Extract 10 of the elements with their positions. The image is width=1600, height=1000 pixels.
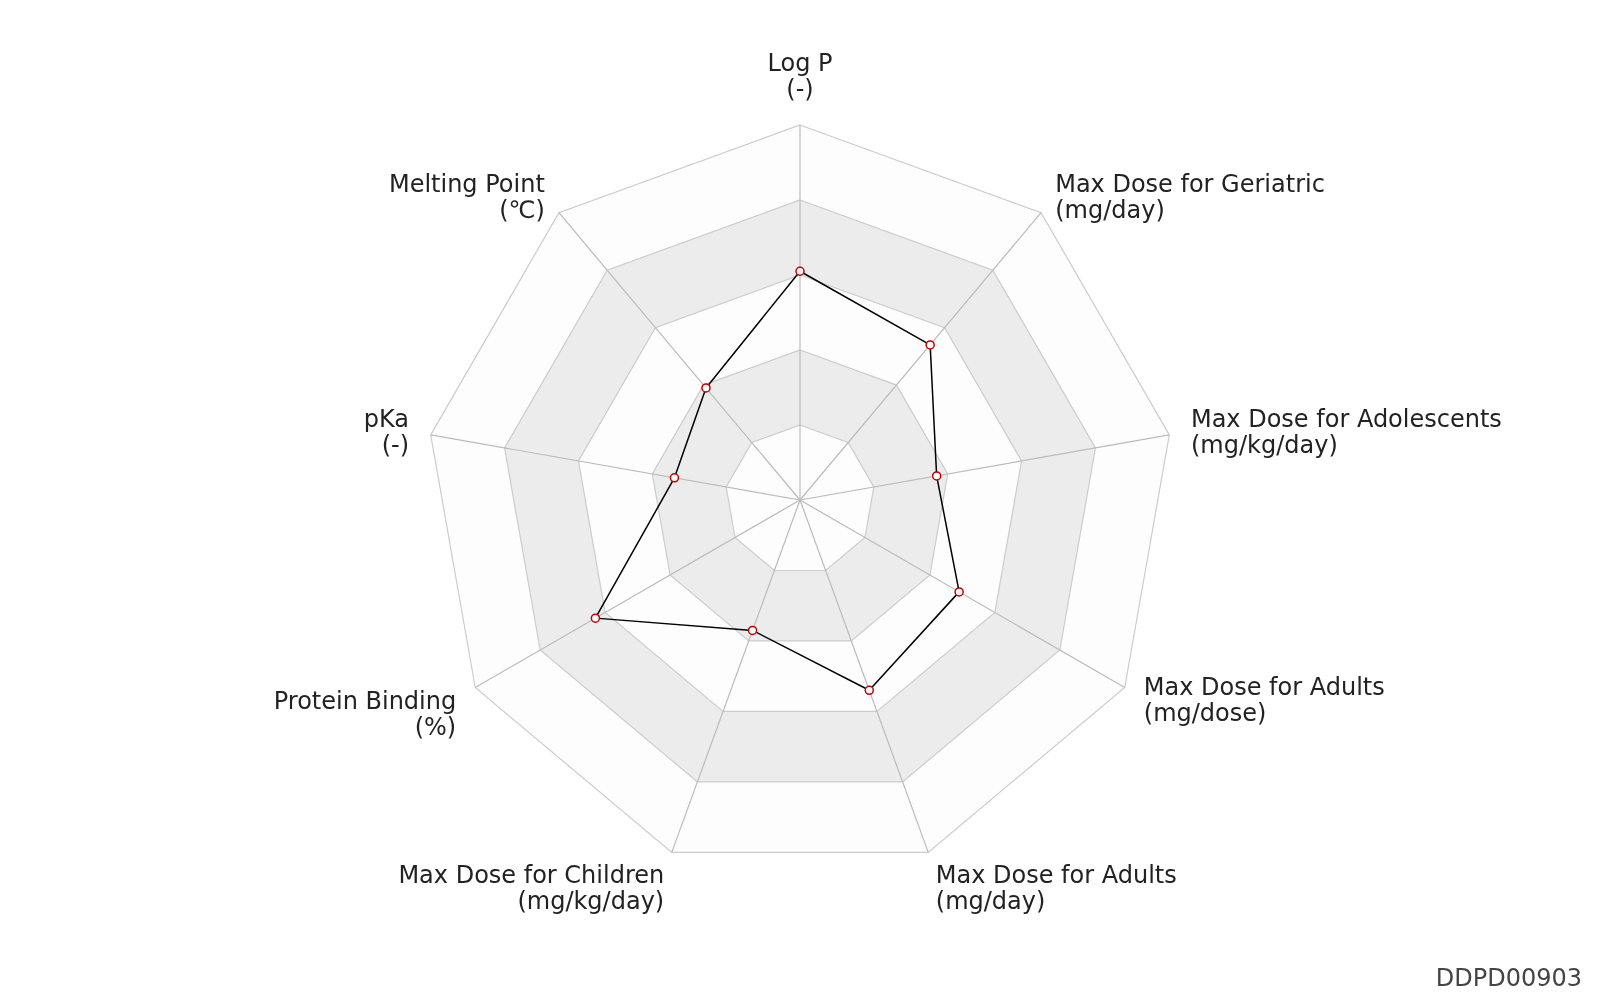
- spoke-label: Max Dose for Adolescents (mg/kg/day): [1190, 405, 1502, 460]
- spoke-label: Max Dose for Geriatric (mg/day): [1055, 169, 1325, 224]
- text: DDPD00903: [1435, 964, 1582, 992]
- spoke-label: Max Dose for Children (mg/kg/day): [398, 861, 665, 916]
- spoke-label: Max Dose for Adults (mg/dose): [1143, 672, 1385, 727]
- spoke-label: pKa (-): [363, 405, 410, 460]
- spoke-label: Protein Binding (%): [273, 686, 457, 741]
- spoke-label: Log P (-): [767, 49, 833, 103]
- spoke-label: Max Dose for Adults (mg/day): [935, 861, 1177, 916]
- spoke-label: Melting Point (℃): [388, 169, 545, 224]
